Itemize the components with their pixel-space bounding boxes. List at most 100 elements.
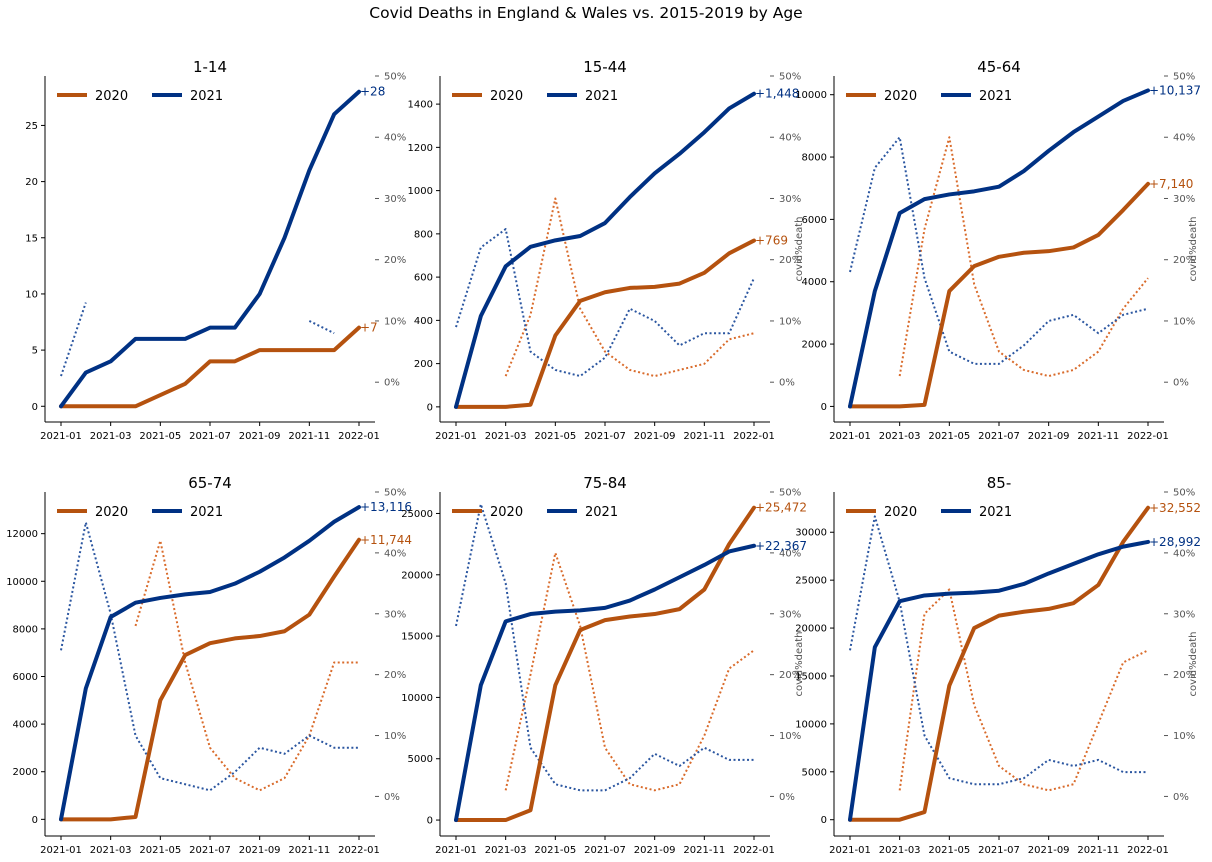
legend-label-2020: 2020 bbox=[490, 89, 523, 104]
x-tick-label: 2021-01 bbox=[40, 845, 82, 856]
end-label-2021: +13,116 bbox=[360, 500, 412, 514]
x-tick-label: 2021-09 bbox=[239, 431, 281, 442]
y-tick-label: 1000 bbox=[408, 186, 433, 197]
series-2021-covid-death bbox=[60, 521, 359, 792]
y-tick-label: 6000 bbox=[802, 215, 827, 226]
y-tick-label: 400 bbox=[414, 316, 433, 327]
y2-tick-label: 10% bbox=[384, 316, 406, 327]
y-tick-label: 10000 bbox=[6, 577, 38, 588]
end-label-2020: +32,552 bbox=[1149, 501, 1201, 515]
y2-tick-label: 0% bbox=[384, 792, 400, 803]
y2-tick-label: 50% bbox=[1173, 488, 1195, 499]
x-tick-label: 2021-07 bbox=[978, 431, 1020, 442]
series-2020 bbox=[454, 238, 756, 409]
legend-label-2021: 2021 bbox=[585, 505, 618, 520]
series-2020-covid-death bbox=[898, 588, 1149, 792]
y2-tick-label: 40% bbox=[384, 548, 406, 559]
y2-axis-label: covid%death bbox=[794, 631, 805, 696]
end-label-2020: +7,140 bbox=[1149, 177, 1193, 191]
y-tick-label: 200 bbox=[414, 359, 433, 370]
x-tick-label: 2021-05 bbox=[139, 845, 181, 856]
series-2021-covid-death bbox=[849, 136, 1149, 365]
y-tick-label: 5000 bbox=[802, 767, 827, 778]
y-tick-label: 30000 bbox=[795, 528, 827, 539]
y-tick-label: 20000 bbox=[795, 624, 827, 635]
y2-tick-label: 0% bbox=[779, 792, 795, 803]
x-tick-label: 2021-11 bbox=[288, 431, 330, 442]
x-tick-label: 2021-11 bbox=[683, 845, 725, 856]
y2-tick-label: 10% bbox=[384, 731, 406, 742]
y-tick-label: 4000 bbox=[13, 720, 38, 731]
y-tick-label: 600 bbox=[414, 273, 433, 284]
y-tick-label: 1200 bbox=[408, 143, 433, 154]
y-tick-label: 0 bbox=[821, 402, 827, 413]
x-tick-label: 2022-01 bbox=[338, 845, 380, 856]
series-2021-covid-death bbox=[849, 515, 1148, 786]
x-tick-label: 2021-07 bbox=[189, 845, 231, 856]
y-tick-label: 15000 bbox=[795, 671, 827, 682]
y2-tick-label: 40% bbox=[1173, 548, 1195, 559]
panel-title: 75-84 bbox=[583, 474, 627, 492]
end-label-2020: +11,744 bbox=[360, 533, 412, 547]
y-tick-label: 20 bbox=[25, 177, 38, 188]
x-tick-label: 2021-05 bbox=[534, 845, 576, 856]
end-label-2021: +28 bbox=[360, 85, 385, 99]
x-tick-label: 2021-03 bbox=[485, 431, 527, 442]
series-2021 bbox=[59, 89, 361, 409]
y2-tick-label: 50% bbox=[1173, 72, 1195, 83]
series-2020-covid-death bbox=[504, 551, 755, 792]
y2-tick-label: 20% bbox=[1173, 255, 1195, 266]
panel-65-74: 65-74 0 2000 4000 6000 8000 10000 12000 2021-01 2… bbox=[6, 474, 412, 856]
legend: 2020 2021 bbox=[846, 505, 1012, 520]
x-tick-label: 2021-05 bbox=[928, 845, 970, 856]
legend: 2020 2021 bbox=[452, 505, 618, 520]
legend-label-2020: 2020 bbox=[884, 89, 917, 104]
y-tick-label: 12000 bbox=[6, 529, 38, 540]
x-tick-label: 2021-11 bbox=[683, 431, 725, 442]
y-tick-label: 10000 bbox=[795, 90, 827, 101]
x-tick-label: 2021-09 bbox=[634, 845, 676, 856]
y2-tick-label: 20% bbox=[384, 255, 406, 266]
y2-tick-label: 20% bbox=[779, 670, 801, 681]
panel-title: 15-44 bbox=[583, 58, 627, 76]
y-tick-label: 0 bbox=[32, 815, 38, 826]
series-2021 bbox=[59, 505, 361, 822]
series-2021-covid-death bbox=[308, 320, 335, 335]
y-tick-label: 0 bbox=[821, 815, 827, 826]
x-tick-label: 2021-09 bbox=[1028, 845, 1070, 856]
y-tick-label: 10000 bbox=[401, 693, 433, 704]
series-2021 bbox=[848, 88, 1150, 409]
legend-label-2021: 2021 bbox=[585, 89, 618, 104]
y-tick-label: 8000 bbox=[802, 153, 827, 164]
y2-axis-label: covid%death bbox=[1188, 216, 1199, 281]
y-tick-label: 5 bbox=[32, 346, 38, 357]
panel-title: 45-64 bbox=[977, 58, 1021, 76]
legend: 2020 2021 bbox=[846, 89, 1012, 104]
x-tick-label: 2021-03 bbox=[485, 845, 527, 856]
legend: 2020 2021 bbox=[57, 89, 223, 104]
series-2020-covid-death bbox=[504, 197, 755, 378]
y2-tick-label: 30% bbox=[779, 194, 801, 205]
x-tick-label: 2021-01 bbox=[829, 431, 871, 442]
y-tick-label: 2000 bbox=[802, 340, 827, 351]
y2-tick-label: 50% bbox=[384, 488, 406, 499]
y2-tick-label: 0% bbox=[779, 378, 795, 389]
series-2020-covid-death bbox=[898, 136, 1149, 378]
x-tick-label: 2022-01 bbox=[1127, 431, 1169, 442]
series-2021-covid-death bbox=[60, 302, 87, 377]
x-tick-label: 2021-05 bbox=[534, 431, 576, 442]
x-tick-label: 2021-07 bbox=[584, 845, 626, 856]
x-tick-label: 2021-01 bbox=[829, 845, 871, 856]
x-tick-label: 2021-11 bbox=[288, 845, 330, 856]
panel-1-14: 1-14 0 5 10 15 20 25 2021-01 2021-03 2021-05 2021-… bbox=[25, 58, 406, 442]
y2-tick-label: 30% bbox=[384, 609, 406, 620]
x-tick-label: 2022-01 bbox=[733, 431, 775, 442]
legend-label-2020: 2020 bbox=[95, 89, 128, 104]
x-tick-label: 2021-07 bbox=[189, 431, 231, 442]
y-tick-label: 10 bbox=[25, 289, 38, 300]
series-2021-covid-death bbox=[455, 503, 754, 792]
series-2021-covid-death bbox=[455, 228, 755, 378]
x-tick-label: 2021-03 bbox=[90, 845, 132, 856]
x-tick-label: 2021-09 bbox=[634, 431, 676, 442]
x-tick-label: 2021-03 bbox=[879, 431, 921, 442]
